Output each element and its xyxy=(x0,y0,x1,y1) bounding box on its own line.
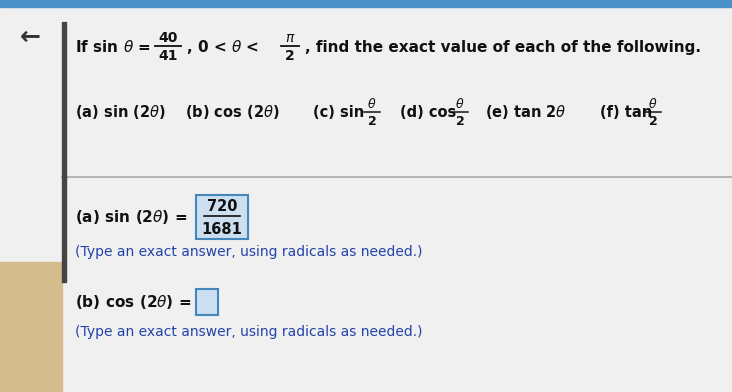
Text: (c) sin: (c) sin xyxy=(313,105,365,120)
Text: (d) cos: (d) cos xyxy=(400,105,456,120)
Text: (b) cos (2$\theta$) =: (b) cos (2$\theta$) = xyxy=(75,293,193,311)
Text: 40: 40 xyxy=(158,31,178,45)
Text: (e) tan 2$\theta$: (e) tan 2$\theta$ xyxy=(485,103,567,121)
Text: (Type an exact answer, using radicals as needed.): (Type an exact answer, using radicals as… xyxy=(75,325,422,339)
Text: (f) tan: (f) tan xyxy=(600,105,652,120)
Text: 1681: 1681 xyxy=(201,221,242,236)
Text: $\theta$: $\theta$ xyxy=(367,97,377,111)
Text: 2: 2 xyxy=(285,49,295,63)
Text: $\pi$: $\pi$ xyxy=(285,31,295,45)
Text: 2: 2 xyxy=(649,114,657,127)
Text: (a) sin (2$\theta$) =: (a) sin (2$\theta$) = xyxy=(75,208,189,226)
Bar xyxy=(0,0,732,7)
Bar xyxy=(0,262,62,392)
Bar xyxy=(196,195,248,239)
Bar xyxy=(196,289,218,315)
Text: 2: 2 xyxy=(367,114,376,127)
Text: , 0 < $\theta$ <: , 0 < $\theta$ < xyxy=(186,38,261,56)
Text: (Type an exact answer, using radicals as needed.): (Type an exact answer, using radicals as… xyxy=(75,245,422,259)
Text: $\theta$: $\theta$ xyxy=(649,97,658,111)
Text: , find the exact value of each of the following.: , find the exact value of each of the fo… xyxy=(305,40,701,54)
Text: (a) sin (2$\theta$): (a) sin (2$\theta$) xyxy=(75,103,165,121)
Bar xyxy=(62,22,66,282)
Text: $\theta$: $\theta$ xyxy=(455,97,465,111)
Text: If sin $\theta$ =: If sin $\theta$ = xyxy=(75,39,152,55)
Text: 2: 2 xyxy=(455,114,464,127)
Text: (b) cos (2$\theta$): (b) cos (2$\theta$) xyxy=(185,103,280,121)
Text: 720: 720 xyxy=(206,198,237,214)
Text: ←: ← xyxy=(20,25,41,49)
Text: 41: 41 xyxy=(158,49,178,63)
